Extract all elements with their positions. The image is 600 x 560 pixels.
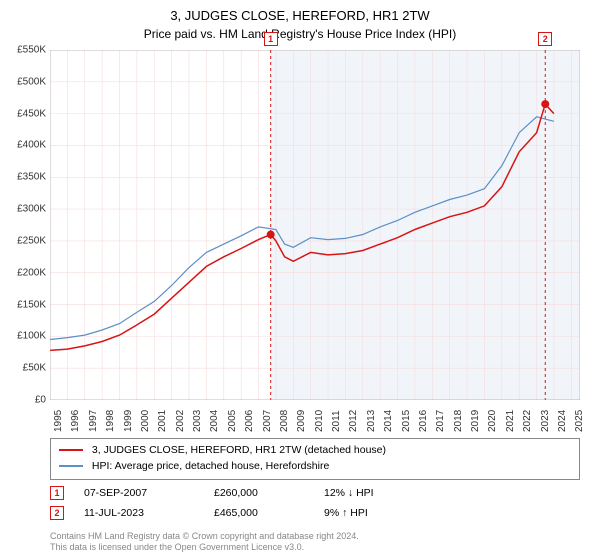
x-axis-tick-label: 2025 <box>574 410 585 432</box>
footer: Contains HM Land Registry data © Crown c… <box>50 531 359 554</box>
legend-item-1: 3, JUDGES CLOSE, HEREFORD, HR1 2TW (deta… <box>59 443 571 459</box>
y-axis-tick-label: £250K <box>2 235 46 246</box>
x-axis-tick-label: 2006 <box>244 410 255 432</box>
x-axis-tick-label: 2016 <box>418 410 429 432</box>
y-axis-tick-label: £500K <box>2 76 46 87</box>
x-axis-tick-label: 2005 <box>227 410 238 432</box>
legend-item-2: HPI: Average price, detached house, Here… <box>59 459 571 475</box>
y-axis-tick-label: £200K <box>2 267 46 278</box>
x-axis-tick-label: 2019 <box>470 410 481 432</box>
legend-label-2: HPI: Average price, detached house, Here… <box>92 460 329 472</box>
x-axis-tick-label: 2017 <box>435 410 446 432</box>
x-axis-tick-label: 1997 <box>88 410 99 432</box>
y-axis-tick-label: £400K <box>2 140 46 151</box>
x-axis-tick-label: 2002 <box>175 410 186 432</box>
chart-plot-area: 12 <box>50 50 580 400</box>
sale-marker-label: 2 <box>538 32 552 46</box>
y-axis-tick-label: £300K <box>2 204 46 215</box>
sale-date: 11-JUL-2023 <box>84 507 214 519</box>
chart-svg <box>50 50 580 400</box>
x-axis-tick-label: 2011 <box>331 410 342 432</box>
x-axis-tick-label: 2013 <box>366 410 377 432</box>
x-axis-tick-label: 2018 <box>453 410 464 432</box>
x-axis-tick-label: 2020 <box>487 410 498 432</box>
x-axis-tick-label: 2022 <box>522 410 533 432</box>
x-axis-tick-label: 2012 <box>348 410 359 432</box>
legend-label-1: 3, JUDGES CLOSE, HEREFORD, HR1 2TW (deta… <box>92 444 386 456</box>
y-axis-tick-label: £0 <box>2 395 46 406</box>
legend-swatch-2 <box>59 465 83 467</box>
x-axis-tick-label: 2023 <box>540 410 551 432</box>
x-axis-tick-label: 1999 <box>123 410 134 432</box>
footer-line-1: Contains HM Land Registry data © Crown c… <box>50 531 359 543</box>
chart-subtitle: Price paid vs. HM Land Registry's House … <box>0 25 600 41</box>
sale-marker-label: 1 <box>264 32 278 46</box>
x-axis-tick-label: 2021 <box>505 410 516 432</box>
x-axis-tick-label: 1996 <box>70 410 81 432</box>
y-axis-tick-label: £450K <box>2 108 46 119</box>
x-axis-tick-label: 2024 <box>557 410 568 432</box>
footer-line-2: This data is licensed under the Open Gov… <box>50 542 359 554</box>
x-axis-tick-label: 2010 <box>314 410 325 432</box>
x-axis-tick-label: 2015 <box>401 410 412 432</box>
sale-price: £260,000 <box>214 487 324 499</box>
y-axis-tick-label: £150K <box>2 299 46 310</box>
sale-row: 2 11-JUL-2023£465,0009% ↑ HPI <box>50 506 580 520</box>
x-axis-tick-label: 2009 <box>296 410 307 432</box>
x-axis-tick-label: 2008 <box>279 410 290 432</box>
sale-pct: 9% ↑ HPI <box>324 507 414 519</box>
x-axis-tick-label: 2007 <box>262 410 273 432</box>
legend-swatch-1 <box>59 449 83 451</box>
x-axis-tick-label: 2014 <box>383 410 394 432</box>
chart-title: 3, JUDGES CLOSE, HEREFORD, HR1 2TW <box>0 0 600 25</box>
sale-date: 07-SEP-2007 <box>84 487 214 499</box>
sale-pct: 12% ↓ HPI <box>324 487 414 499</box>
x-axis-tick-label: 2003 <box>192 410 203 432</box>
legend: 3, JUDGES CLOSE, HEREFORD, HR1 2TW (deta… <box>50 438 580 520</box>
sale-price: £465,000 <box>214 507 324 519</box>
x-axis-tick-label: 1995 <box>53 410 64 432</box>
legend-box: 3, JUDGES CLOSE, HEREFORD, HR1 2TW (deta… <box>50 438 580 480</box>
y-axis-tick-label: £100K <box>2 331 46 342</box>
sale-row: 1 07-SEP-2007£260,00012% ↓ HPI <box>50 486 580 500</box>
y-axis-tick-label: £50K <box>2 363 46 374</box>
x-axis-tick-label: 2004 <box>209 410 220 432</box>
sale-row-marker: 1 <box>50 486 64 500</box>
x-axis-tick-label: 1998 <box>105 410 116 432</box>
y-axis-tick-label: £550K <box>2 45 46 56</box>
sale-row-marker: 2 <box>50 506 64 520</box>
x-axis-tick-label: 2001 <box>157 410 168 432</box>
chart-container: 3, JUDGES CLOSE, HEREFORD, HR1 2TW Price… <box>0 0 600 560</box>
x-axis-tick-label: 2000 <box>140 410 151 432</box>
y-axis-tick-label: £350K <box>2 172 46 183</box>
